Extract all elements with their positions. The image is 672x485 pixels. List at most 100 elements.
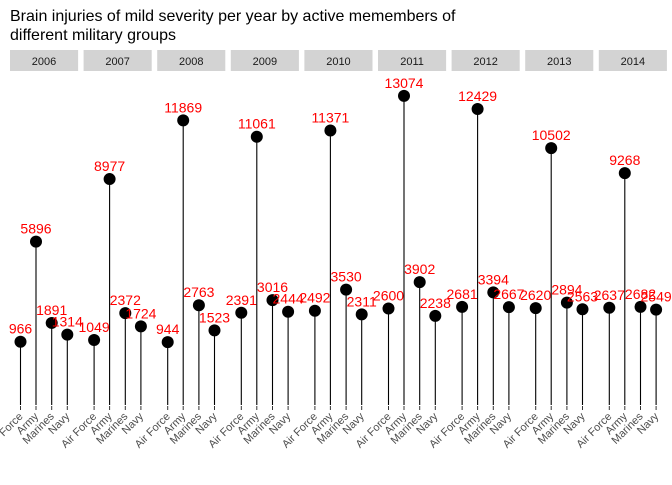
value-label-2006-navy: 1314 bbox=[52, 314, 83, 330]
point-2006-marines bbox=[45, 316, 58, 329]
value-label-2008-marines: 2763 bbox=[183, 284, 214, 300]
point-2014-air-force bbox=[603, 301, 616, 314]
point-2007-navy bbox=[134, 320, 147, 333]
point-2011-navy bbox=[429, 309, 442, 322]
value-label-2010-army: 11371 bbox=[311, 109, 349, 125]
facet-strip-2011 bbox=[378, 50, 447, 71]
point-2012-army bbox=[471, 102, 484, 115]
value-label-2013-army: 10502 bbox=[532, 127, 571, 143]
point-2006-air-force bbox=[14, 335, 27, 348]
point-2010-marines bbox=[340, 283, 353, 296]
value-label-2010-marines: 3530 bbox=[331, 269, 362, 285]
value-label-2012-air-force: 2681 bbox=[447, 286, 478, 302]
value-label-2014-air-force: 2637 bbox=[594, 287, 625, 303]
facet-strip-label-2010: 2010 bbox=[326, 56, 350, 68]
value-label-2007-air-force: 1049 bbox=[79, 319, 110, 335]
value-label-2007-marines: 2372 bbox=[110, 292, 141, 308]
value-label-2007-army: 8977 bbox=[94, 158, 125, 174]
facet-strip-label-2012: 2012 bbox=[473, 56, 497, 68]
point-2009-air-force bbox=[235, 306, 248, 319]
facet-strip-2014 bbox=[598, 50, 667, 71]
facet-strip-2013 bbox=[525, 50, 594, 71]
value-label-2013-marines: 2894 bbox=[551, 282, 582, 298]
value-label-2012-navy: 2667 bbox=[493, 286, 524, 302]
value-label-2008-army: 11869 bbox=[164, 99, 202, 115]
point-2007-marines bbox=[119, 307, 132, 320]
point-2012-navy bbox=[502, 301, 515, 314]
value-label-2013-air-force: 2620 bbox=[520, 287, 551, 303]
point-2006-army bbox=[30, 235, 42, 248]
value-label-2012-marines: 3394 bbox=[478, 271, 509, 287]
value-label-2008-air-force: 944 bbox=[156, 321, 180, 337]
point-2014-navy bbox=[650, 303, 663, 316]
point-2009-marines bbox=[266, 294, 279, 307]
value-label-2014-marines: 2682 bbox=[625, 286, 656, 302]
facet-strip-label-2009: 2009 bbox=[253, 56, 277, 68]
facet-strip-2007 bbox=[83, 50, 152, 71]
point-2007-air-force bbox=[88, 334, 101, 347]
point-2011-army bbox=[398, 89, 410, 102]
facet-strip-label-2013: 2013 bbox=[547, 56, 571, 68]
point-2013-navy bbox=[576, 303, 589, 316]
point-2014-army bbox=[618, 167, 631, 180]
facet-strip-label-2008: 2008 bbox=[179, 56, 203, 68]
value-label-2014-navy: 2549 bbox=[641, 289, 672, 305]
value-label-2011-navy: 2238 bbox=[420, 295, 451, 311]
value-label-2013-navy: 2563 bbox=[567, 288, 598, 304]
point-2008-air-force bbox=[161, 336, 174, 349]
chart-title-line-1: Brain injuries of mild severity per year… bbox=[10, 8, 456, 25]
facet-strip-label-2014: 2014 bbox=[621, 56, 645, 68]
point-2010-army bbox=[324, 124, 337, 137]
facet-strip-2008 bbox=[157, 50, 226, 71]
facet-strip-label-2011: 2011 bbox=[400, 56, 424, 68]
point-2013-army bbox=[545, 142, 558, 155]
value-label-2009-navy: 2444 bbox=[273, 291, 304, 307]
value-label-2014-army: 9268 bbox=[609, 152, 640, 168]
value-label-2009-army: 11061 bbox=[238, 116, 276, 132]
value-label-2006-army: 5896 bbox=[20, 221, 51, 237]
value-label-2011-marines: 3902 bbox=[404, 261, 435, 277]
point-2008-marines bbox=[192, 299, 205, 312]
point-2014-marines bbox=[634, 300, 647, 313]
point-2010-navy bbox=[355, 308, 368, 321]
value-label-2009-air-force: 2391 bbox=[226, 292, 257, 308]
facet-strip-2009 bbox=[230, 50, 299, 71]
value-label-2006-air-force: 966 bbox=[9, 321, 33, 337]
point-2013-marines bbox=[560, 296, 573, 309]
point-2006-navy bbox=[61, 328, 74, 341]
point-2008-navy bbox=[208, 324, 221, 337]
facet-strip-label-2006: 2006 bbox=[32, 56, 56, 68]
point-2009-navy bbox=[282, 305, 295, 318]
point-2012-air-force bbox=[456, 300, 469, 313]
value-label-2008-navy: 1523 bbox=[199, 309, 230, 325]
point-2010-air-force bbox=[308, 304, 321, 317]
point-2008-army bbox=[177, 114, 190, 127]
point-2007-army bbox=[103, 173, 116, 186]
facet-strip-2010 bbox=[304, 50, 373, 71]
value-label-2011-army: 13074 bbox=[385, 75, 424, 91]
value-label-2009-marines: 3016 bbox=[257, 279, 288, 295]
point-2009-army bbox=[250, 130, 263, 143]
value-label-2010-air-force: 2492 bbox=[299, 290, 330, 306]
value-label-2012-army: 12429 bbox=[458, 88, 497, 104]
point-2011-air-force bbox=[382, 302, 395, 315]
facet-strip-2012 bbox=[451, 50, 520, 71]
point-2011-marines bbox=[413, 276, 426, 289]
value-label-2007-navy: 1724 bbox=[125, 305, 156, 321]
value-label-2011-air-force: 2600 bbox=[373, 288, 404, 304]
chart-title-line-2: different military groups bbox=[10, 27, 176, 44]
value-label-2006-marines: 1891 bbox=[36, 302, 67, 318]
facet-strip-label-2007: 2007 bbox=[105, 56, 129, 68]
